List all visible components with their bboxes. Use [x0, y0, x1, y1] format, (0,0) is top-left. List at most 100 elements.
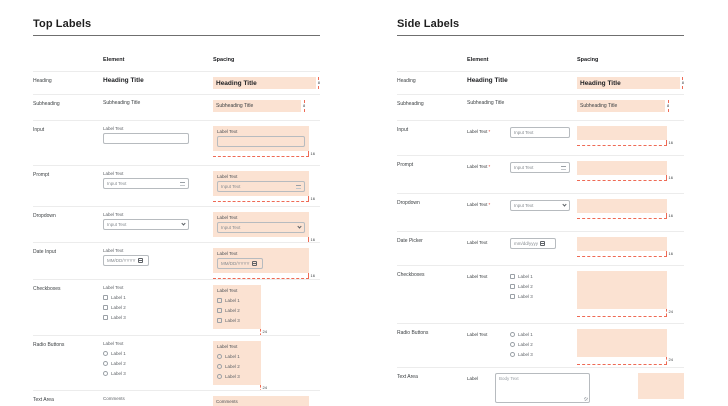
radio-icon — [103, 370, 108, 376]
spec-row-date-input: Date Input Label Text MM/DD/YYYY Label T… — [33, 243, 320, 280]
selected-value: Input Text — [107, 222, 127, 227]
date-input[interactable]: mm/dd/yyyy — [510, 238, 556, 249]
option-label: Label 3 — [225, 317, 240, 323]
measure-value: 24 — [668, 357, 673, 362]
radios-spacing-highlight — [577, 329, 667, 357]
spacing-gap-measure: 24 — [577, 357, 673, 365]
prompt-input[interactable]: Input Text — [510, 162, 570, 173]
text-input-ghost — [217, 136, 305, 147]
required-asterisk: * — [488, 129, 491, 134]
radio-option[interactable]: Label 2 — [510, 339, 533, 349]
field-label-text: Label — [467, 376, 479, 381]
field-label-text: Label Text — [467, 164, 488, 169]
selected-value: Input Text — [514, 203, 534, 208]
textarea-input[interactable]: Body Text — [495, 373, 590, 403]
field-label-text: Label Text — [467, 332, 488, 337]
subheading-sample: Subheading Title — [103, 100, 141, 106]
prompt-input-ghost: Input Text — [217, 181, 305, 192]
spec-row-heading: Heading Heading Title Heading Title 8 — [33, 72, 320, 95]
radio-icon — [510, 331, 515, 337]
spacing-measure: 8 — [318, 77, 320, 89]
textarea-placeholder: Body Text — [499, 376, 519, 381]
option-label: Label 1 — [518, 273, 533, 279]
measure-dash — [303, 109, 305, 112]
option-label: Label 2 — [518, 283, 533, 289]
field-label: Label Text — [217, 174, 238, 179]
measure-value: 8 — [317, 80, 320, 85]
prompt-icon — [180, 181, 185, 186]
date-input[interactable]: MM/DD/YYYY — [103, 255, 149, 266]
field-label-text: Label Text — [467, 129, 488, 134]
measure-dash — [318, 77, 320, 80]
radio-icon — [217, 363, 222, 369]
dropdown-select[interactable]: Input Text — [510, 200, 570, 211]
date-value: MM/DD/YYYY — [221, 261, 250, 266]
spacing-gap-measure: 16 — [213, 151, 315, 157]
measure-value: 16 — [668, 251, 673, 256]
checkbox-option[interactable]: Label 1 — [103, 292, 213, 302]
input-value: Input Text — [107, 181, 127, 186]
textarea-spacing-highlight: Comments — [213, 396, 309, 406]
row-label: Subheading — [33, 101, 60, 107]
spec-row-subheading: Subheading Subheading Title Subheading T… — [397, 95, 684, 121]
field-label-text: Label Text — [467, 202, 488, 207]
measure-dash — [318, 86, 320, 89]
option-label: Label 1 — [225, 353, 240, 359]
title-divider — [397, 35, 684, 36]
measure-value: 16 — [310, 151, 315, 156]
radio-option[interactable]: Label 3 — [510, 349, 533, 359]
checkbox-icon — [103, 294, 108, 300]
measure-dash — [667, 100, 669, 103]
panel-title: Side Labels — [397, 18, 460, 30]
spacing-gap-measure: 16 — [577, 251, 673, 257]
text-input[interactable] — [103, 133, 189, 144]
column-spacer — [33, 57, 103, 71]
dropdown-spacing-highlight: Label Text Input Text — [213, 212, 309, 237]
dropdown-select[interactable]: Input Text — [103, 219, 189, 230]
checkbox-option[interactable]: Label 3 — [103, 312, 213, 322]
field-label: Label Text — [103, 341, 124, 346]
checkbox-icon — [103, 314, 108, 320]
option-label: Label 1 — [111, 350, 126, 356]
field-label: Label — [467, 373, 495, 406]
spacing-measure: 8 — [667, 100, 669, 112]
row-label: Checkboxes — [397, 272, 425, 278]
field-label: Label Text* — [467, 161, 510, 193]
spec-row-prompt: Prompt Label Text Input Text Label Text … — [33, 166, 320, 207]
prompt-input[interactable]: Input Text — [103, 178, 189, 189]
radio-icon — [510, 341, 515, 347]
checkbox-icon — [510, 283, 515, 289]
option-label: Label 2 — [111, 360, 126, 366]
radio-option[interactable]: Label 1 — [510, 329, 533, 339]
measure-value: 24 — [262, 385, 267, 390]
field-label: Label Text* — [467, 199, 510, 231]
row-label: Radio Buttons — [397, 330, 429, 336]
spec-row-radio-buttons: Radio Buttons Label Text Label 1 Label 2… — [33, 336, 320, 391]
row-label: Radio Buttons — [33, 342, 65, 348]
heading-sample: Heading Title — [467, 77, 508, 84]
column-header-element: Element — [103, 57, 125, 63]
dropdown-ghost: Input Text — [217, 222, 305, 233]
checkbox-option[interactable]: Label 2 — [103, 302, 213, 312]
checkbox-option[interactable]: Label 3 — [510, 291, 533, 301]
measure-value: 16 — [668, 175, 673, 180]
radio-option[interactable]: Label 1 — [103, 348, 213, 358]
spec-row-input: Input Label Text* Input Text 16 — [397, 121, 684, 156]
field-label: Label Text — [217, 288, 238, 293]
field-label: Label Text — [217, 344, 238, 349]
checkbox-option[interactable]: Label 1 — [510, 271, 533, 281]
radio-option[interactable]: Label 3 — [103, 368, 213, 378]
measure-dash — [303, 100, 305, 103]
measure-value: 8 — [681, 80, 684, 85]
field-label: Label Text — [217, 129, 238, 134]
text-input[interactable]: Input Text — [510, 127, 570, 138]
checkbox-icon — [217, 297, 222, 303]
spacing-gap-measure: 16 — [213, 237, 315, 242]
spec-row-prompt: Prompt Label Text* Input Text 16 — [397, 156, 684, 194]
spec-row-radio-buttons: Radio Buttons Label Text Label 1 Label 2… — [397, 324, 684, 368]
resize-handle-icon[interactable] — [584, 397, 588, 401]
column-header-spacing: Spacing — [213, 57, 235, 63]
checkbox-option[interactable]: Label 2 — [510, 281, 533, 291]
spec-row-checkboxes: Checkboxes Label Text Label 1 Label 2 La… — [33, 280, 320, 336]
radio-option[interactable]: Label 2 — [103, 358, 213, 368]
